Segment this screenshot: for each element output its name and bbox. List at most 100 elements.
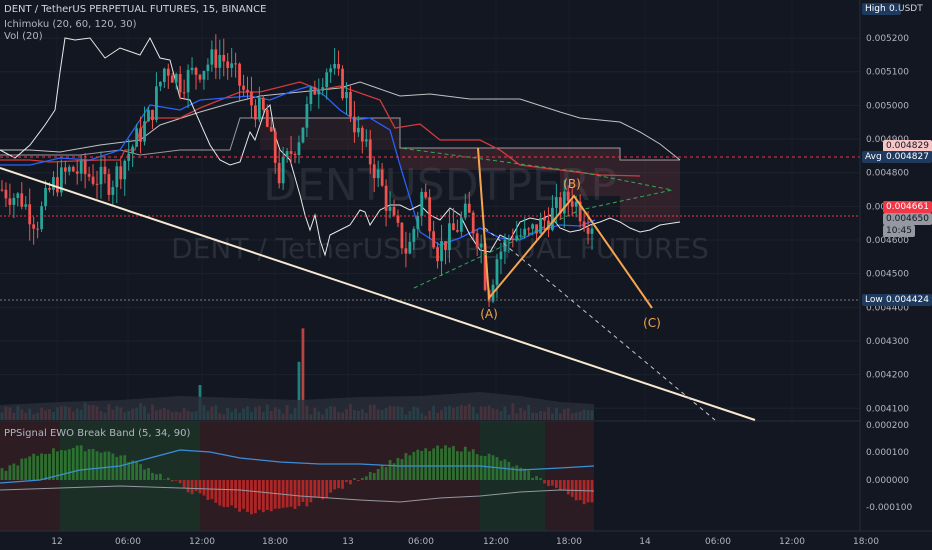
ewo-bar — [71, 447, 75, 480]
ewo-bar — [250, 480, 253, 515]
candle-body — [455, 230, 459, 232]
volume-bar — [297, 361, 301, 420]
ewo-bar — [162, 479, 166, 480]
candle-body — [83, 160, 87, 175]
ewo-bar — [578, 480, 582, 501]
ewo-tick-label: -0.000100 — [866, 503, 912, 513]
chart-title: DENT / TetherUS PERPETUAL FUTURES, 15, B… — [4, 4, 267, 15]
time-axis[interactable]: 12 06:00 12:00 18:00 13 06:00 12:00 18:00 14 06:0… — [51, 537, 879, 547]
candle-body — [103, 166, 107, 175]
ewo-indicator — [0, 421, 595, 531]
candle-body — [448, 223, 451, 251]
currency-label[interactable]: USDT — [898, 4, 923, 14]
candle-body — [95, 183, 99, 185]
elliott-wave-drawing[interactable]: (A) (B) (C) — [0, 147, 756, 421]
ewo-bar — [463, 446, 467, 480]
candle-body — [234, 63, 238, 65]
time-tick-label: 12:00 — [189, 537, 215, 547]
ewo-bar — [178, 480, 182, 484]
ewo-bar — [67, 449, 71, 480]
ewo-bar — [313, 480, 317, 498]
ewo-bar — [444, 445, 447, 480]
ewo-axis[interactable]: 0.000200 0.000100 0.000000 -0.000100 — [866, 421, 912, 513]
candle-body — [265, 109, 269, 127]
ichimoku-span-a — [0, 81, 681, 161]
ewo-bar — [218, 480, 222, 506]
candle-body — [582, 221, 586, 228]
ewo-bar — [289, 480, 293, 507]
candle-body — [210, 49, 214, 65]
candle-body — [376, 169, 380, 179]
price-tick-label: 0.004600 — [866, 236, 909, 246]
candle-body — [566, 191, 570, 202]
candle-body — [135, 128, 139, 147]
ewo-bar — [52, 448, 55, 480]
ewo-bar — [424, 448, 428, 480]
price-axis-background — [860, 0, 932, 550]
ewo-bar — [515, 465, 519, 480]
candle-body — [380, 169, 384, 186]
ichimoku-cloud-area — [260, 118, 400, 150]
ewo-bar — [103, 451, 107, 480]
candle-body — [551, 207, 554, 230]
candle-body — [254, 105, 257, 120]
projection-dashed-line[interactable] — [484, 227, 716, 421]
ewo-bar — [329, 480, 333, 493]
candle-body — [372, 164, 376, 179]
candle-body — [71, 166, 75, 172]
ichimoku-legend[interactable]: Ichimoku (20, 60, 120, 30) — [4, 19, 137, 30]
time-tick-label: 14 — [639, 537, 651, 547]
candle-body — [463, 203, 467, 218]
ewo-bar — [547, 480, 550, 487]
candle-body — [301, 127, 305, 143]
ewo-bar — [63, 450, 67, 480]
candle-body — [440, 241, 443, 262]
candle-body — [24, 204, 28, 207]
ewo-bar — [356, 480, 360, 482]
ichimoku-cloud — [260, 118, 680, 222]
candle-body — [531, 224, 535, 229]
candle-body — [269, 126, 273, 132]
prev-price-tag: 0.004650 — [883, 213, 932, 225]
ewo-bar — [246, 480, 249, 512]
candle-body — [483, 243, 487, 291]
ewo-bar — [265, 480, 269, 510]
candle-body — [471, 212, 475, 234]
ewo-bar — [349, 480, 352, 485]
ewo-bar — [214, 480, 218, 503]
candle-body — [170, 75, 174, 83]
candle-body — [250, 91, 253, 106]
wave-label-b: (B) — [563, 177, 581, 191]
ewo-bar — [440, 448, 443, 480]
ewo-bar — [222, 480, 226, 507]
candle-body — [123, 160, 127, 180]
ewo-bar — [400, 459, 404, 480]
avg-price-tag: 0.004827 — [883, 151, 932, 163]
ewo-bar — [194, 480, 198, 492]
time-tick-label: 18:00 — [853, 537, 879, 547]
ewo-signal-line — [0, 449, 595, 484]
candle-body — [321, 87, 325, 91]
ewo-bar — [360, 477, 364, 480]
ewo-bar — [119, 455, 123, 480]
wave-path[interactable] — [477, 147, 653, 309]
ewo-bar — [24, 458, 28, 480]
candle-body — [12, 197, 16, 205]
trend-line[interactable] — [0, 167, 756, 421]
ewo-bar — [8, 465, 12, 480]
ewo-bar — [75, 445, 79, 480]
ewo-legend[interactable]: PPSignal EWO Break Band (5, 34, 90) — [4, 428, 191, 439]
last-price-tag: 0.004661 — [883, 201, 932, 213]
triangle-pattern[interactable] — [399, 147, 673, 289]
ewo-bar — [202, 480, 206, 496]
ewo-bar — [107, 451, 111, 480]
candle-body — [257, 97, 261, 120]
candle-body — [523, 228, 527, 236]
ewo-bar — [527, 470, 531, 480]
ewo-bar — [166, 477, 170, 480]
volume-legend[interactable]: Vol (20) — [4, 31, 43, 42]
candle-body — [190, 67, 194, 71]
candle-body — [32, 224, 36, 229]
candle-body — [0, 189, 4, 191]
